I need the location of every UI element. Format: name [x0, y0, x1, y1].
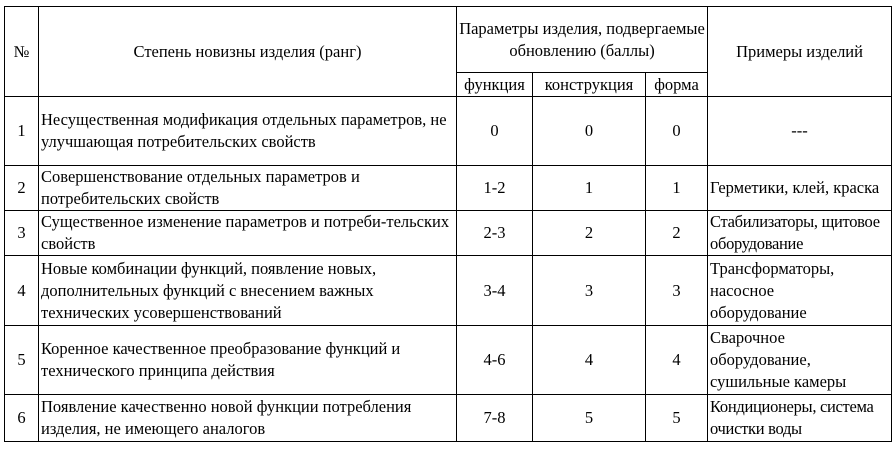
row-form: 5 — [644, 394, 709, 442]
row-form: 4 — [644, 325, 709, 395]
header-row: № Степень новизны изделия (ранг) Парамет… — [4, 6, 893, 97]
row-num: 3 — [4, 210, 39, 256]
row-num: 6 — [4, 394, 39, 442]
header-examples: Примеры изделий — [707, 6, 893, 97]
row-rank: Совершенствование отдельных параметров и… — [38, 165, 457, 211]
header-num: № — [4, 6, 39, 97]
row-function: 4-6 — [456, 325, 533, 395]
table-row: 5 Коренное качественное преобразование ф… — [4, 325, 893, 395]
row-construction: 0 — [532, 96, 646, 166]
row-construction: 4 — [532, 325, 646, 395]
row-construction: 2 — [532, 210, 646, 256]
table-row: 2 Совершенствование отдельных параметров… — [4, 165, 893, 211]
table-row: 4 Новые комбинации функций, появление но… — [4, 255, 893, 326]
row-examples: Кондиционеры, система очистки воды — [707, 394, 893, 442]
row-form: 2 — [644, 210, 709, 256]
row-function: 1-2 — [456, 165, 533, 211]
row-construction: 3 — [532, 255, 646, 326]
header-function: функция — [456, 72, 533, 97]
row-function: 7-8 — [456, 394, 533, 442]
row-num: 4 — [4, 255, 39, 326]
row-rank: Коренное качественное преобразование фун… — [38, 325, 457, 395]
row-num: 1 — [4, 96, 39, 166]
row-rank: Новые комбинации функций, появление новы… — [38, 255, 457, 326]
row-examples: Трансформаторы, насосное оборудование — [707, 255, 893, 326]
row-form: 1 — [644, 165, 709, 211]
row-examples: Сварочное оборудование, сушильные камеры — [707, 325, 893, 395]
row-rank: Появление качественно новой функции потр… — [38, 394, 457, 442]
row-rank: Существенное изменение параметров и потр… — [38, 210, 457, 256]
row-num: 5 — [4, 325, 39, 395]
row-examples: Герметики, клей, краска — [707, 165, 893, 211]
header-rank: Степень новизны изделия (ранг) — [38, 6, 457, 97]
header-construction: конструкция — [532, 72, 646, 97]
row-form: 3 — [644, 255, 709, 326]
row-examples: --- — [707, 96, 893, 166]
row-construction: 5 — [532, 394, 646, 442]
subheader-row: функция конструкция форма — [5, 72, 892, 97]
row-rank: Несущественная модификация отдельных пар… — [38, 96, 457, 166]
header-form: форма — [644, 72, 709, 97]
row-num: 2 — [4, 165, 39, 211]
table-row: 1 Несущественная модификация отдельных п… — [4, 96, 893, 166]
novelty-rank-table: № Степень новизны изделия (ранг) Парамет… — [4, 6, 893, 442]
table-row: 3 Существенное изменение параметров и по… — [4, 210, 893, 256]
row-function: 3-4 — [456, 255, 533, 326]
row-form: 0 — [644, 96, 709, 166]
row-construction: 1 — [532, 165, 646, 211]
table-row: 6 Появление качественно новой функции по… — [4, 394, 893, 442]
row-function: 0 — [456, 96, 533, 166]
header-params-group: Параметры изделия, подвергаемые обновлен… — [455, 6, 709, 73]
row-examples: Стабилизаторы, щитовое оборудование — [707, 210, 893, 256]
row-function: 2-3 — [456, 210, 533, 256]
